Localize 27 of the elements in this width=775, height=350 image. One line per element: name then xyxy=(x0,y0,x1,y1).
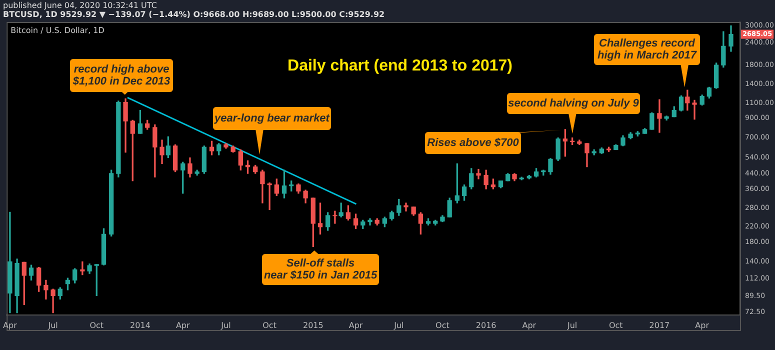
x-tick-label: Apr xyxy=(348,320,364,330)
x-tick-label: 2017 xyxy=(649,320,670,330)
annotation: record high above $1,100 in Dec 2013 xyxy=(72,64,170,88)
annotation: second halving on July 9 xyxy=(508,98,640,110)
x-tick-label: 2016 xyxy=(476,320,496,330)
text: Bitcoin / U.S. Dollar, 1D xyxy=(10,26,104,36)
x-tick-label: Oct xyxy=(90,320,104,330)
x-tick-label: Jul xyxy=(220,320,231,330)
annotation: year-long bear market xyxy=(214,112,331,125)
x-tick-label: Jul xyxy=(47,320,58,330)
annotation: Rises above $700 xyxy=(427,137,520,150)
x-tick-label: 2014 xyxy=(130,320,150,330)
text: published June 04, 2020 10:32:41 UTC xyxy=(3,1,158,10)
x-tick-label: Oct xyxy=(608,320,623,330)
text: BTCUSD, 1D 9529.92 ▼ −139.07 (−1.44%) O:9668.00 H:9689.00 L:9500.00 C:9529.92 xyxy=(3,10,385,20)
annotation: Challenges record high in March 2017 xyxy=(597,38,698,62)
x-tick-label: Apr xyxy=(176,320,190,330)
x-tick-label: Jul xyxy=(393,320,404,330)
x-tick-label: Apr xyxy=(522,320,537,330)
annotation: Sell-off stalls near $150 in Jan 2015 xyxy=(264,258,378,282)
x-tick-label: Oct xyxy=(436,320,450,330)
x-tick-label: Jul xyxy=(566,320,578,330)
x-tick-label: Apr xyxy=(3,320,18,330)
x-tick-label: 2015 xyxy=(302,320,324,330)
text: Daily chart (end 2013 to 2017) xyxy=(288,57,512,74)
x-tick-label: Oct xyxy=(262,320,276,330)
x-tick-label: Apr xyxy=(695,320,710,330)
